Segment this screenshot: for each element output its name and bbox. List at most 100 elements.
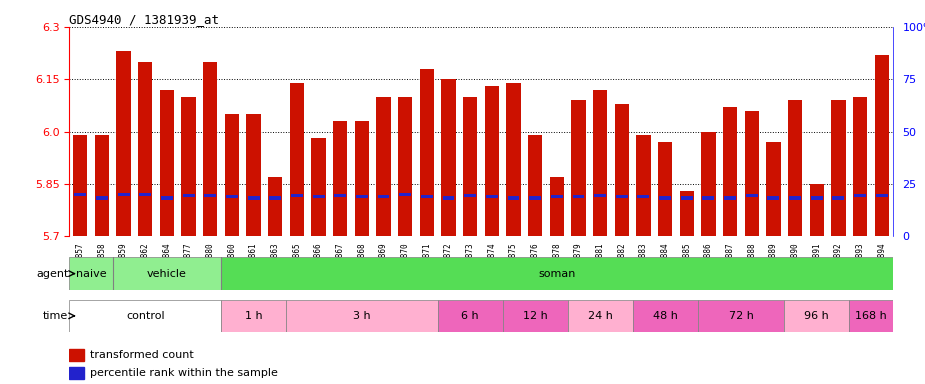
Bar xyxy=(853,97,867,236)
Bar xyxy=(809,184,824,236)
Bar xyxy=(248,196,260,200)
Bar xyxy=(746,194,758,197)
Bar xyxy=(355,121,369,236)
Bar xyxy=(442,196,454,200)
Bar xyxy=(268,177,282,236)
Bar xyxy=(73,135,87,236)
Bar xyxy=(290,194,302,197)
Bar xyxy=(269,196,281,200)
Bar xyxy=(637,195,649,198)
Bar xyxy=(680,191,694,236)
Text: 96 h: 96 h xyxy=(805,311,829,321)
Bar xyxy=(658,142,672,236)
Bar xyxy=(572,100,586,236)
Bar xyxy=(549,177,564,236)
Bar xyxy=(376,97,390,236)
Bar xyxy=(246,114,261,236)
Bar xyxy=(398,97,413,236)
Bar xyxy=(701,132,716,236)
Bar xyxy=(789,196,801,200)
Bar xyxy=(225,114,239,236)
Bar xyxy=(485,86,499,236)
Bar xyxy=(117,193,130,196)
Bar xyxy=(768,196,780,200)
Bar xyxy=(204,194,216,197)
Bar xyxy=(767,142,781,236)
Bar xyxy=(161,196,173,200)
Bar xyxy=(854,194,866,197)
Bar xyxy=(702,196,714,200)
Text: transformed count: transformed count xyxy=(90,350,193,360)
Bar xyxy=(69,349,84,361)
Bar xyxy=(377,195,389,198)
Bar xyxy=(594,194,606,197)
Bar xyxy=(113,257,221,290)
Bar xyxy=(226,195,238,198)
Bar xyxy=(117,51,130,236)
Bar xyxy=(636,135,650,236)
Bar xyxy=(313,195,325,198)
Bar xyxy=(551,195,562,198)
Bar xyxy=(681,196,693,200)
Bar xyxy=(849,300,893,332)
Bar xyxy=(745,111,758,236)
Bar xyxy=(573,195,585,198)
Bar xyxy=(181,97,195,236)
Bar xyxy=(356,195,368,198)
Bar xyxy=(529,196,541,200)
Bar xyxy=(507,83,521,236)
Text: control: control xyxy=(126,311,165,321)
Bar xyxy=(182,194,194,197)
Text: naive: naive xyxy=(76,268,106,279)
Bar xyxy=(832,100,845,236)
Bar xyxy=(221,257,893,290)
Text: 72 h: 72 h xyxy=(729,311,753,321)
Bar xyxy=(438,300,502,332)
Text: GDS4940 / 1381939_at: GDS4940 / 1381939_at xyxy=(69,13,219,26)
Bar xyxy=(290,83,304,236)
Text: 6 h: 6 h xyxy=(462,311,479,321)
Bar xyxy=(784,300,849,332)
Bar xyxy=(832,196,845,200)
Bar xyxy=(441,79,455,236)
Text: vehicle: vehicle xyxy=(147,268,187,279)
Text: soman: soman xyxy=(538,268,575,279)
Bar xyxy=(96,196,108,200)
Text: 12 h: 12 h xyxy=(523,311,548,321)
Text: 48 h: 48 h xyxy=(653,311,678,321)
Text: 168 h: 168 h xyxy=(855,311,887,321)
Bar xyxy=(616,195,628,198)
Bar xyxy=(486,195,498,198)
Bar xyxy=(528,135,542,236)
Bar xyxy=(660,196,672,200)
Bar xyxy=(788,100,802,236)
Bar xyxy=(464,194,476,197)
Bar xyxy=(502,300,568,332)
Bar xyxy=(95,135,109,236)
Bar xyxy=(876,194,888,197)
Text: percentile rank within the sample: percentile rank within the sample xyxy=(90,368,278,378)
Bar xyxy=(286,300,438,332)
Bar xyxy=(334,194,346,197)
Text: time: time xyxy=(43,311,68,321)
Bar xyxy=(221,300,286,332)
Bar xyxy=(69,257,113,290)
Bar xyxy=(138,62,153,236)
Bar xyxy=(74,193,86,196)
Bar xyxy=(593,90,607,236)
Bar xyxy=(615,104,629,236)
Text: 1 h: 1 h xyxy=(245,311,263,321)
Text: agent: agent xyxy=(36,268,68,279)
Text: 3 h: 3 h xyxy=(353,311,371,321)
Bar xyxy=(568,300,633,332)
Bar xyxy=(204,62,217,236)
Bar xyxy=(508,196,520,200)
Bar xyxy=(463,97,477,236)
Bar xyxy=(140,193,151,196)
Bar xyxy=(875,55,889,236)
Bar xyxy=(421,195,433,198)
Bar xyxy=(69,367,84,379)
Bar xyxy=(724,196,736,200)
Text: 24 h: 24 h xyxy=(587,311,612,321)
Bar xyxy=(723,107,737,236)
